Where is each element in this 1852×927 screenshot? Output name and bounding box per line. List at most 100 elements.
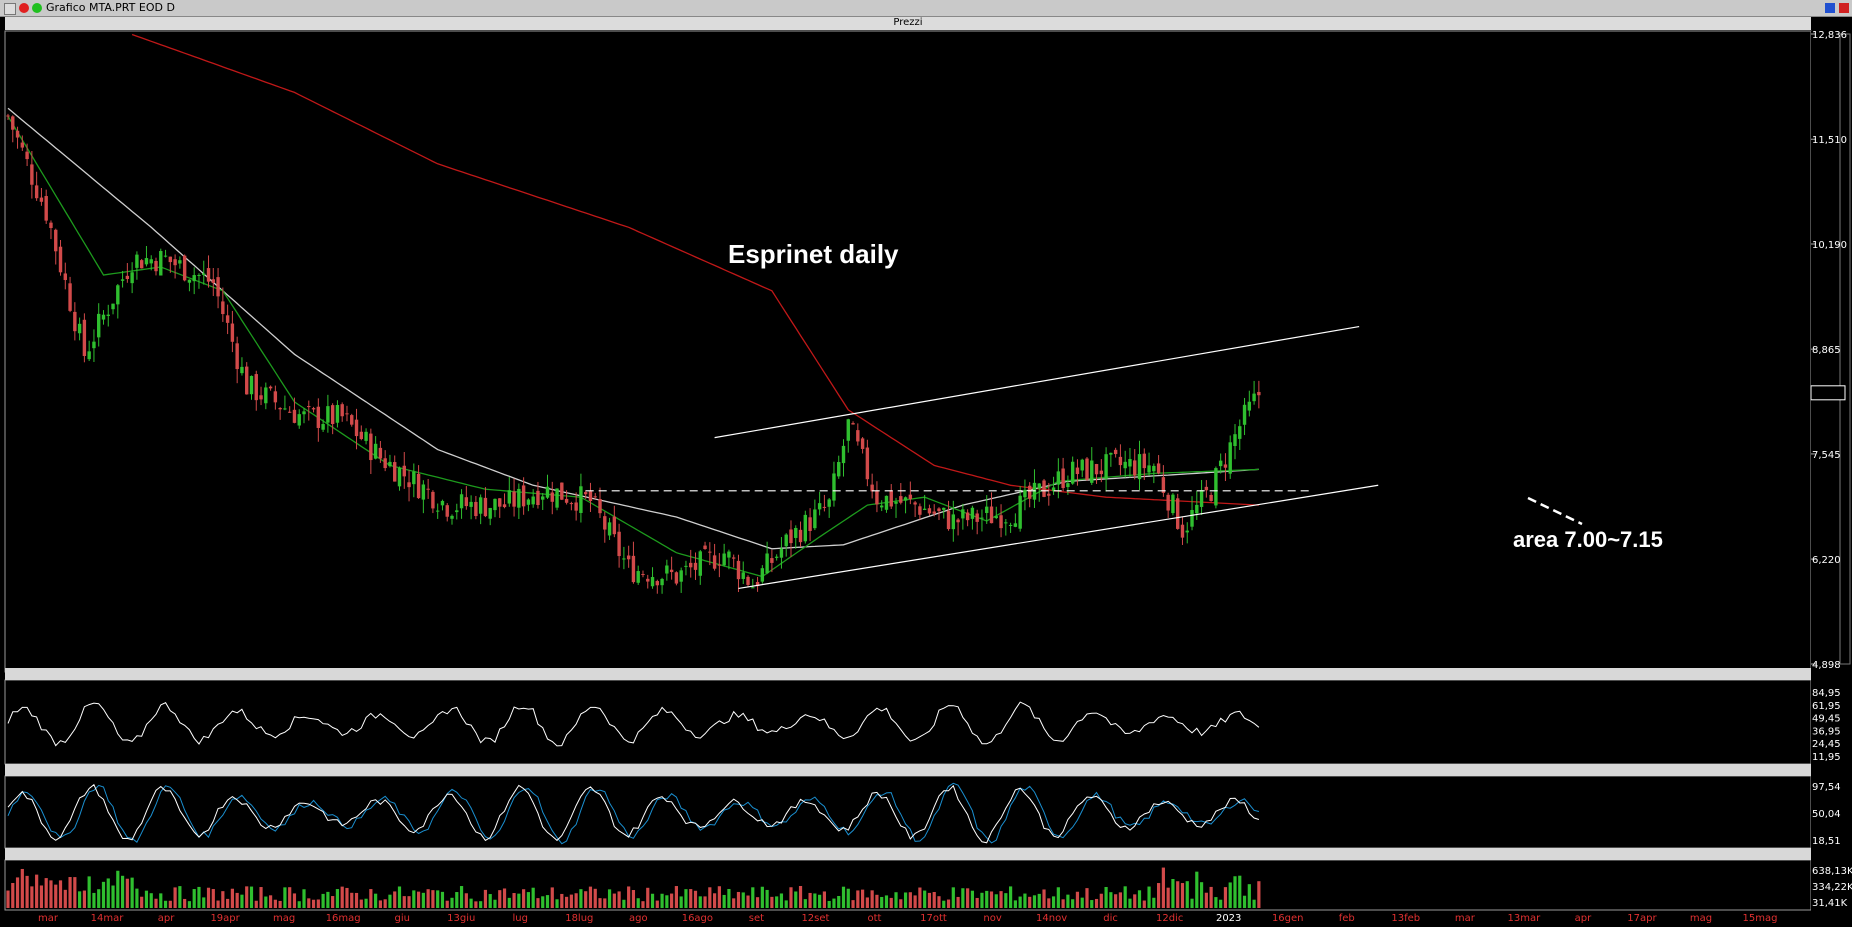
candle-body [894,501,898,504]
window-close-icon[interactable] [1839,3,1849,13]
x-axis-label: lug [513,913,528,924]
volume-bar [751,887,755,908]
x-axis-label: mar [38,913,59,924]
volume-bar [1080,897,1084,908]
volume-bar [1118,892,1123,908]
candle-body [1027,485,1032,499]
candle-body [431,491,435,509]
candle-body [1075,467,1080,475]
candle-body [326,406,330,423]
volume-bar [264,896,268,908]
volume-bar [25,875,29,908]
candle-body [498,498,502,507]
volume-bar [951,887,955,908]
channel-lower-line [738,484,1379,590]
volume-bar [1037,893,1041,908]
candle-body [154,260,158,272]
volume-bar [927,892,932,908]
volume-bar [899,899,903,908]
candle-body [440,500,445,506]
candle-body [994,516,998,519]
rsi-tick-label: 84,95 [1812,688,1841,699]
candle-body [1037,483,1041,489]
window-menu-icon[interactable] [4,3,16,15]
candle-body [770,558,774,563]
window-close-dot-icon[interactable] [19,3,29,13]
candle-body [316,406,321,428]
candle-body [975,513,979,522]
volume-bar [564,896,569,908]
volume-bar [97,889,101,908]
candle-body [421,484,426,500]
candle-body [908,494,913,500]
candle-body [579,486,583,513]
candle-body [922,508,927,510]
candle-body [751,587,755,589]
volume-bar [555,899,559,908]
candle-body [961,509,965,519]
x-axis-label: 19apr [210,913,240,924]
candle-body [1185,530,1189,533]
window-restore-icon[interactable] [1825,3,1835,13]
candle-body [1061,468,1065,489]
volume-bar [350,892,354,908]
candle-body [311,408,316,410]
candle-body [87,351,91,360]
candle-body [851,423,855,425]
panel-frame [4,775,1812,849]
candle-body [264,387,268,404]
candle-body [655,581,660,586]
volume-bar [326,891,330,908]
volume-bar [1099,893,1103,908]
candle-body [1133,460,1137,476]
volume-bar [39,885,44,908]
candle-body [478,497,483,514]
window-active-dot-icon[interactable] [32,3,42,13]
candle-body [502,504,507,508]
volume-bar [87,876,91,908]
volume-bar [440,891,445,908]
candle-body [1047,493,1051,496]
candle-body [927,508,932,514]
volume-bar [956,896,960,908]
volume-bar [918,887,922,908]
stoch-tick-label: 97,54 [1812,782,1841,793]
candle-body [808,517,812,531]
volume-bar [450,897,454,908]
candle-body [913,502,917,505]
candle-body [712,555,717,569]
rsi-tick-label: 36,95 [1812,726,1841,737]
volume-bar [1042,889,1046,908]
volume-bar [1161,867,1165,908]
price-panel [6,33,1583,594]
candle-body [517,488,521,508]
volume-bar [421,892,425,908]
volume-bar [63,889,67,908]
candle-body [1190,509,1194,527]
candle-body [512,491,516,507]
volume-bar [488,894,492,908]
candle-body [187,279,192,283]
volume-bar [459,886,464,908]
candle-body [163,255,168,257]
volume-bar [1214,897,1218,908]
volume-bar [1147,886,1151,908]
volume-bar [240,894,244,908]
candle-body [574,502,578,511]
volume-bar [579,889,583,908]
volume-tick-label: 31,41K [1812,898,1848,909]
candle-body [741,572,745,579]
candle-body [932,511,936,514]
candle-body [383,458,387,469]
volume-bar [374,893,378,908]
volume-bar [1071,899,1075,908]
price-panel-header: Prezzi [5,17,1811,30]
volume-bar [1142,900,1146,908]
volume-bar [770,896,774,908]
candle-body [860,438,865,449]
volume-bar [1104,886,1108,908]
volume-bar [1028,896,1032,908]
candle-body [899,496,903,503]
volume-bar [479,901,483,908]
volume-bar [412,890,416,908]
